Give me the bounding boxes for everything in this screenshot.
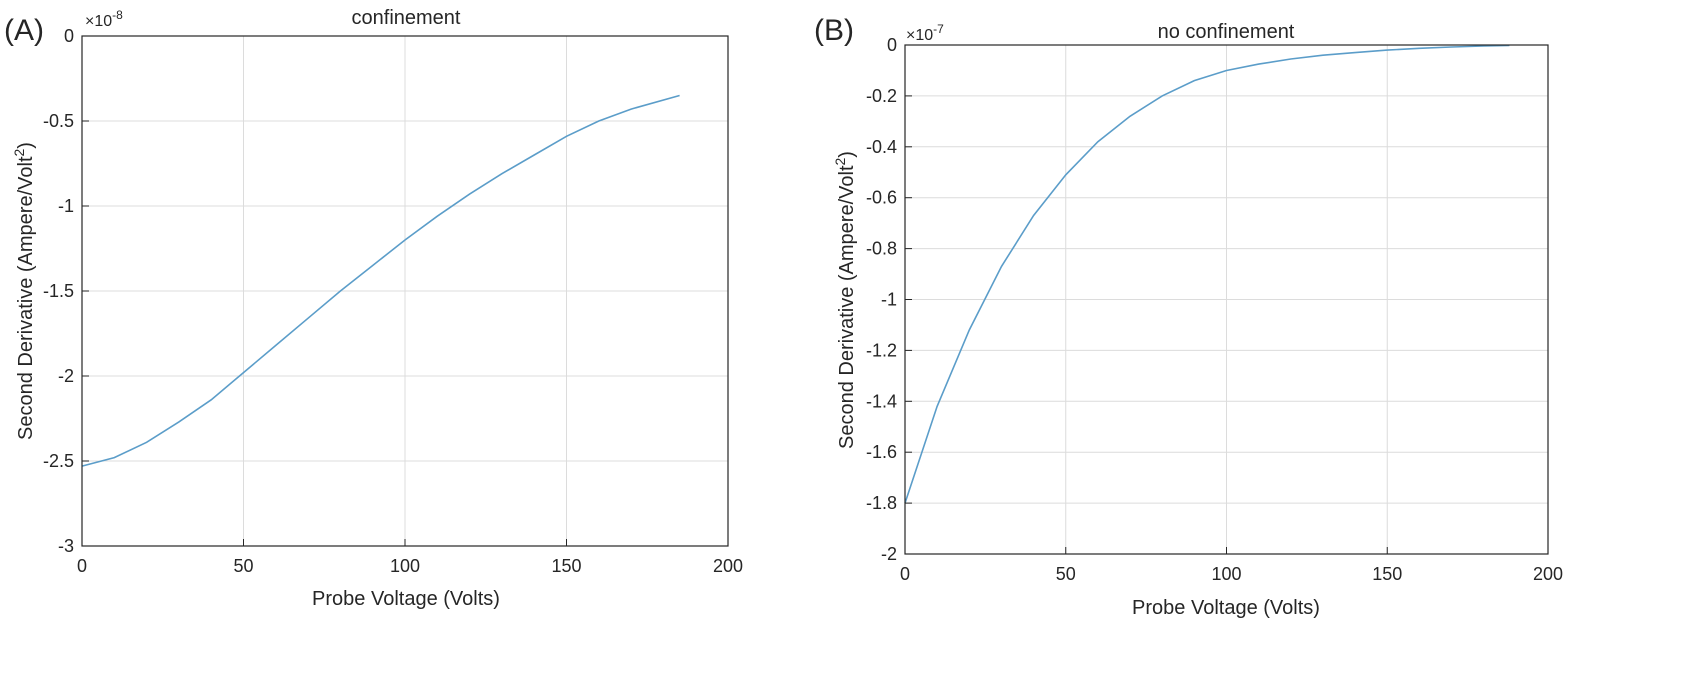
x-axis-label: Probe Voltage (Volts): [1132, 597, 1320, 619]
y-tick-label: -1.5: [43, 281, 74, 301]
x-tick-label: 0: [77, 556, 87, 576]
y-tick-label: -0.2: [866, 86, 897, 106]
series-line: [904, 44, 1510, 504]
x-tick-label: 150: [551, 556, 581, 576]
y-tick-label: -3: [58, 536, 74, 556]
y-axis-label: Second Derivative (Ampere/Volt2): [832, 151, 858, 449]
y-tick-label: -2.5: [43, 451, 74, 471]
axis-exponent-label: ×10-8: [85, 8, 123, 30]
y-tick-label: -1.8: [866, 493, 897, 513]
y-tick-label: -1: [881, 290, 897, 310]
y-axis-ticks: 0 -0.5 -1 -1.5 -2 -2.5 -3: [43, 26, 89, 556]
gridlines: [82, 36, 728, 546]
x-tick-label: 200: [713, 556, 743, 576]
y-tick-label: -0.6: [866, 188, 897, 208]
y-axis-ticks: 0 -0.2 -0.4 -0.6 -0.8 -1 -1.2 -1.4 -1.6 -1.8 -2: [866, 35, 912, 564]
x-tick-label: 100: [390, 556, 420, 576]
x-tick-label: 50: [1056, 564, 1076, 584]
gridlines: [905, 45, 1548, 554]
y-tick-label: -0.5: [43, 111, 74, 131]
x-axis-ticks: 0 50 100 150 200: [77, 539, 743, 576]
y-tick-label: 0: [887, 35, 897, 55]
y-tick-label: -1.2: [866, 340, 897, 360]
panel-label: (A): [4, 14, 44, 47]
y-tick-label: -1.4: [866, 391, 897, 411]
y-tick-label: -1: [58, 196, 74, 216]
x-tick-label: 150: [1372, 564, 1402, 584]
panel-label: (B): [814, 14, 854, 47]
x-tick-label: 0: [900, 564, 910, 584]
chart-panel-b: (B) no confinement ×10-7 0 50 100 150 200 0-…: [814, 14, 1563, 619]
x-axis-ticks: 0 50 100 150 200: [900, 547, 1563, 584]
chart-panel-a: (A) confinement ×10-8 0 50 100 150 200 0 -0.5…: [4, 7, 743, 610]
series-line: [81, 94, 680, 467]
x-tick-label: 100: [1211, 564, 1241, 584]
y-tick-label: -1.6: [866, 442, 897, 462]
x-tick-label: 200: [1533, 564, 1563, 584]
y-tick-label: -0.4: [866, 137, 897, 157]
chart-title: confinement: [352, 7, 461, 29]
y-tick-label: 0: [64, 26, 74, 46]
y-axis-label: Second Derivative (Ampere/Volt2): [11, 142, 37, 440]
y-tick-label: -2: [881, 544, 897, 564]
x-axis-label: Probe Voltage (Volts): [312, 588, 500, 610]
chart-title: no confinement: [1158, 21, 1295, 43]
y-tick-label: -0.8: [866, 239, 897, 259]
axis-exponent-label: ×10-7: [906, 22, 944, 44]
y-tick-label: -2: [58, 366, 74, 386]
x-tick-label: 50: [233, 556, 253, 576]
